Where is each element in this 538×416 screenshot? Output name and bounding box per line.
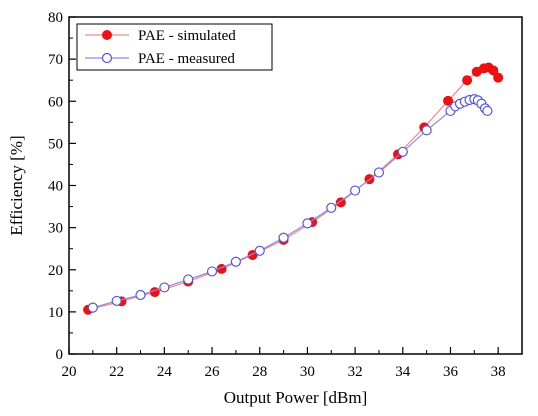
- y-tick-label: 10: [48, 305, 63, 321]
- data-point-measured: [254, 245, 265, 256]
- data-point-measured: [373, 167, 385, 178]
- x-tick-label: 22: [109, 364, 124, 380]
- data-point-measured: [278, 232, 289, 243]
- y-tick-label: 20: [48, 263, 63, 279]
- data-point-simulated: [493, 72, 504, 83]
- y-tick-label: 30: [48, 221, 63, 237]
- legend-label-simulated: PAE - simulated: [138, 28, 236, 44]
- data-point-measured: [230, 256, 241, 267]
- legend-marker-simulated: [102, 30, 112, 40]
- legend: PAE - simulated PAE - measured: [76, 23, 273, 71]
- legend-marker-measured: [101, 52, 113, 64]
- x-tick-label: 34: [395, 364, 411, 380]
- data-point-simulated: [488, 65, 499, 76]
- y-tick-label: 50: [48, 136, 63, 152]
- data-point-measured: [421, 125, 432, 136]
- data-point-measured: [326, 202, 337, 213]
- data-point-measured: [206, 266, 218, 277]
- data-point-measured: [302, 218, 313, 229]
- x-axis-title: Output Power [dBm]: [224, 388, 368, 407]
- data-point-measured: [183, 274, 194, 285]
- data-point-simulated: [462, 75, 473, 86]
- data-point-measured: [159, 282, 170, 293]
- y-axis-title: Efficiency [%]: [7, 135, 26, 235]
- plot-content: [83, 62, 504, 315]
- x-tick-label: 24: [157, 364, 173, 380]
- legend-item-simulated: PAE - simulated: [85, 28, 236, 44]
- series-line-simulated: [87, 66, 499, 311]
- legend-item-measured: PAE - measured: [85, 51, 235, 67]
- data-point-simulated: [443, 95, 454, 106]
- data-point-measured: [350, 185, 361, 196]
- data-point-simulated: [335, 197, 346, 208]
- x-tick-label: 26: [205, 364, 221, 380]
- x-tick-label: 38: [491, 364, 506, 380]
- x-tick-label: 36: [443, 364, 459, 380]
- data-point-measured: [397, 146, 408, 157]
- y-tick-label: 60: [48, 94, 63, 110]
- data-point-measured: [87, 302, 98, 313]
- y-tick-label: 70: [48, 52, 63, 68]
- data-point-measured: [111, 295, 122, 307]
- x-axis: 20 22 24 26 28 30 32 34 36 38: [62, 347, 506, 380]
- x-tick-label: 32: [348, 364, 363, 380]
- x-tick-label: 28: [252, 364, 267, 380]
- x-tick-label: 20: [62, 364, 77, 380]
- data-point-measured: [482, 105, 493, 117]
- y-tick-label: 0: [56, 347, 64, 363]
- y-axis: 0 10 20 30 40 50 60 70 80: [48, 10, 76, 363]
- legend-label-measured: PAE - measured: [138, 51, 235, 67]
- y-tick-label: 80: [48, 10, 63, 26]
- y-tick-label: 40: [48, 179, 63, 195]
- data-point-measured: [135, 289, 146, 301]
- x-tick-label: 30: [300, 364, 315, 380]
